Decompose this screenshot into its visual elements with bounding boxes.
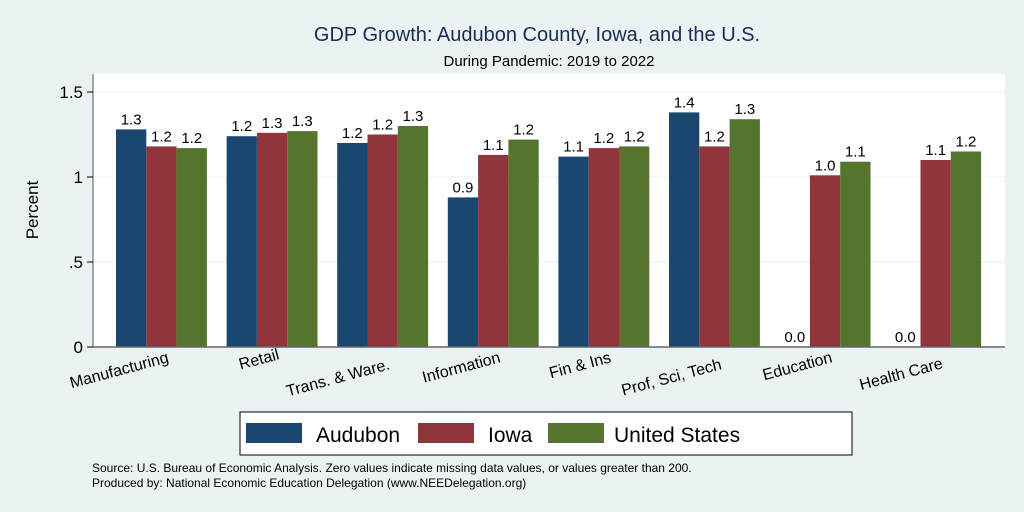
- data-labels: 1.3 1.2 1.2 1.2 1.3 1.3 1.2 1.2 1.3 0.9 1.1 1.2 1.1 1…: [121, 94, 977, 346]
- x-tick-labels: Manufacturing Retail Trans. & Ware. Informa…: [68, 346, 945, 400]
- data-label: 1.2: [624, 128, 645, 145]
- x-tick-label: Health Care: [858, 355, 945, 394]
- legend-swatch-iowa: [418, 423, 474, 443]
- bar-iowa: [256, 132, 288, 347]
- legend-swatch-united-states: [548, 423, 604, 443]
- legend-label-audubon: Audubon: [316, 424, 400, 447]
- bar-iowa: [920, 160, 951, 347]
- bar-united-states: [508, 139, 539, 347]
- chart-subtitle: During Pandemic: 2019 to 2022: [444, 53, 655, 70]
- bar-audubon: [116, 129, 147, 347]
- bars: [116, 112, 982, 348]
- bar-united-states: [176, 148, 207, 347]
- data-label: 1.2: [342, 125, 363, 142]
- bar-united-states: [950, 151, 982, 347]
- data-label: 1.3: [262, 115, 283, 132]
- y-tick-label: .5: [69, 253, 83, 272]
- legend-label-united-states: United States: [614, 424, 740, 447]
- bar-iowa: [699, 146, 730, 347]
- data-label: 1.1: [483, 137, 504, 154]
- bar-audubon: [226, 136, 257, 347]
- legend: Audubon Iowa United States: [239, 411, 853, 456]
- data-label: 1.2: [704, 128, 725, 145]
- chart-title: GDP Growth: Audubon County, Iowa, and th…: [314, 24, 760, 46]
- source-note: Source: U.S. Bureau of Economic Analysis…: [92, 461, 692, 475]
- bar-united-states: [397, 126, 429, 347]
- data-label: 1.0: [815, 157, 836, 174]
- bar-united-states: [619, 146, 650, 347]
- bar-audubon: [558, 156, 589, 347]
- y-tick-label: 0: [74, 338, 83, 357]
- bar-united-states: [287, 131, 318, 347]
- legend-swatch-audubon: [246, 423, 302, 443]
- data-label: 1.3: [403, 108, 424, 125]
- data-label: 0.0: [784, 329, 805, 346]
- x-tick-label: Information: [421, 349, 503, 386]
- x-tick-label: Retail: [237, 346, 281, 373]
- x-tick-label: Trans. & Ware.: [285, 356, 392, 400]
- bar-iowa: [146, 146, 177, 347]
- data-label: 1.3: [734, 101, 755, 118]
- bar-audubon: [337, 143, 368, 347]
- bar-iowa: [809, 175, 841, 347]
- y-axis-label: Percent: [23, 180, 42, 239]
- bar-audubon: [447, 197, 479, 347]
- data-label: 1.2: [513, 122, 534, 139]
- x-tick-label: Prof, Sci, Tech: [620, 356, 724, 399]
- data-label: 0.0: [895, 329, 916, 346]
- data-label: 1.4: [674, 94, 695, 111]
- data-label: 1.1: [845, 144, 866, 161]
- data-label: 1.1: [563, 139, 584, 156]
- y-ticks: 0 .5 1 1.5: [59, 83, 93, 357]
- y-tick-label: 1.5: [59, 83, 83, 102]
- x-tick-label: Fin & Ins: [547, 349, 612, 382]
- data-label: 1.2: [372, 117, 393, 134]
- bar-audubon: [669, 112, 700, 348]
- bar-united-states: [729, 119, 760, 347]
- data-label: 1.3: [121, 111, 142, 128]
- producer-note: Produced by: National Economic Education…: [92, 476, 526, 490]
- data-label: 1.2: [593, 130, 614, 147]
- legend-box: [239, 411, 853, 456]
- data-label: 1.2: [151, 128, 172, 145]
- y-tick-label: 1: [74, 168, 83, 187]
- x-tick-label: Education: [761, 349, 834, 384]
- bar-iowa: [478, 154, 509, 347]
- data-label: 0.9: [453, 179, 474, 196]
- legend-label-iowa: Iowa: [488, 424, 533, 447]
- data-label: 1.2: [181, 130, 202, 147]
- bar-iowa: [588, 148, 619, 347]
- bar-united-states: [840, 161, 871, 347]
- x-tick-label: Manufacturing: [68, 349, 170, 392]
- data-label: 1.3: [292, 113, 313, 130]
- bar-iowa: [367, 134, 398, 347]
- data-label: 1.2: [956, 134, 977, 151]
- data-label: 1.2: [231, 118, 252, 135]
- data-label: 1.1: [925, 142, 946, 159]
